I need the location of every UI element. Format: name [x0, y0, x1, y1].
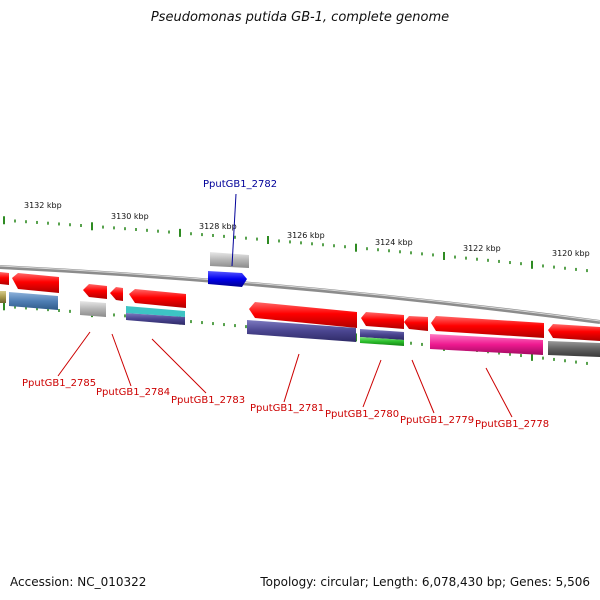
scale-label-3130: 3130 kbp — [111, 212, 149, 221]
feature-block — [126, 313, 185, 325]
scale-label-3128: 3128 kbp — [199, 222, 237, 231]
forward-strand-genes — [0, 272, 600, 341]
gene-label-PputGB1_2781[interactable]: PputGB1_2781 — [250, 403, 324, 414]
gene-label-PputGB1_2778[interactable]: PputGB1_2778 — [475, 419, 549, 430]
reverse-strand-features — [0, 252, 600, 357]
gene-label-PputGB1_2783[interactable]: PputGB1_2783 — [171, 395, 245, 406]
scale-label-3120: 3120 kbp — [552, 249, 590, 258]
gene-label-PputGB1_2782[interactable]: PputGB1_2782 — [203, 179, 277, 190]
gene-arrow-highlight — [208, 271, 247, 287]
scale-label-3124: 3124 kbp — [375, 238, 413, 247]
scale-label-3122: 3122 kbp — [463, 244, 501, 253]
map-title: Pseudomonas putida GB-1, complete genome — [150, 10, 450, 25]
gene-label-PputGB1_2784[interactable]: PputGB1_2784 — [96, 387, 170, 398]
gene-arrow — [129, 289, 186, 308]
feature-block — [0, 291, 6, 303]
feature-block — [548, 341, 600, 357]
feature-block — [210, 252, 249, 268]
scale-label-3126: 3126 kbp — [287, 231, 325, 240]
gene-PputGB1_2782[interactable] — [208, 271, 247, 287]
feature-block — [360, 337, 404, 346]
feature-block — [430, 334, 543, 355]
gene-arrow — [548, 324, 600, 341]
gene-arrow — [12, 273, 59, 293]
gene-labels: PputGB1_2782 PputGB1_2785 PputGB1_2784 P… — [22, 179, 549, 430]
gene-label-PputGB1_2785[interactable]: PputGB1_2785 — [22, 378, 96, 389]
gene-arrow — [404, 316, 428, 331]
feature-block — [247, 320, 356, 342]
label-leader-lines — [57, 193, 513, 418]
topology-summary: Topology: circular; Length: 6,078,430 bp… — [260, 575, 590, 589]
gene-label-PputGB1_2779[interactable]: PputGB1_2779 — [400, 415, 474, 426]
scale-ring-outer — [3, 216, 588, 273]
feature-block — [9, 292, 58, 310]
feature-block — [126, 306, 185, 317]
gene-arrow — [431, 316, 544, 338]
feature-block — [80, 301, 106, 317]
scale-labels: 3132 kbp 3130 kbp 3128 kbp 3126 kbp 3124… — [24, 201, 590, 258]
gene-label-PputGB1_2780[interactable]: PputGB1_2780 — [325, 409, 399, 420]
gene-arrow — [0, 272, 9, 285]
scale-label-3132: 3132 kbp — [24, 201, 62, 210]
gene-arrow — [361, 312, 404, 329]
gene-arrow — [110, 287, 123, 301]
gene-arrow — [249, 302, 357, 328]
genome-backbone — [0, 265, 600, 324]
feature-block — [360, 329, 404, 340]
gene-arrow — [83, 284, 107, 299]
accession-text: Accession: NC_010322 — [10, 575, 147, 589]
